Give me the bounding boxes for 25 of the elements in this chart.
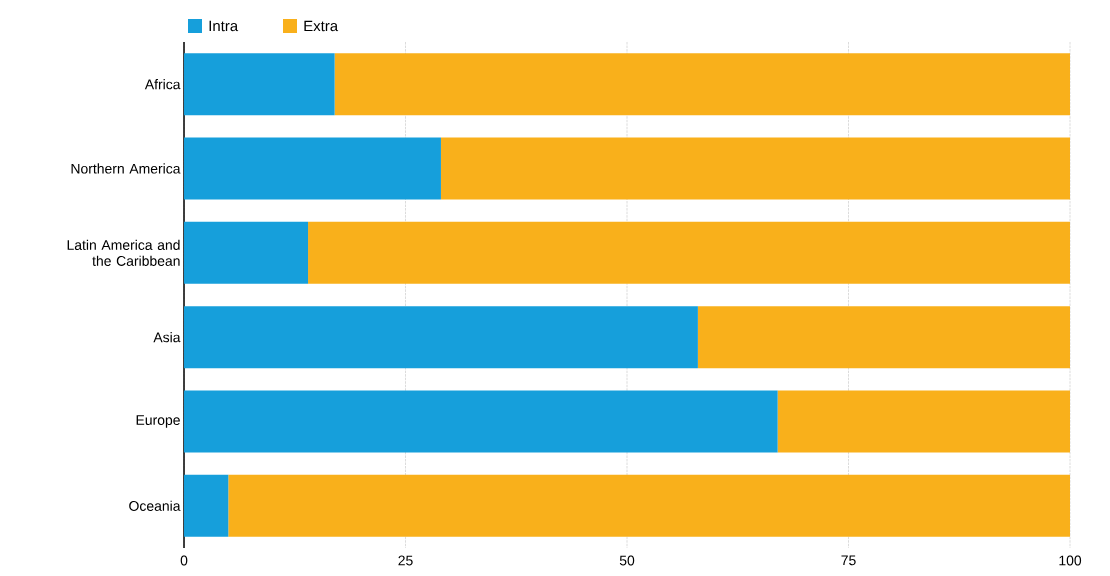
bar bbox=[184, 306, 698, 369]
bar bbox=[308, 221, 1071, 284]
y-tick-label: Europe bbox=[136, 415, 180, 428]
bar bbox=[228, 474, 1071, 537]
bar bbox=[440, 137, 1071, 200]
y-tick-label: Asia bbox=[153, 332, 181, 343]
legend-label: Intra bbox=[209, 20, 239, 32]
bar bbox=[334, 53, 1071, 116]
x-tick-label: 75 bbox=[841, 555, 856, 566]
x-tick-label: 50 bbox=[619, 555, 635, 566]
x-tick-label: 0 bbox=[180, 555, 188, 566]
y-tick-label: Latin America and the Caribbean bbox=[67, 239, 180, 266]
bar bbox=[777, 390, 1071, 453]
bar bbox=[184, 474, 229, 537]
bar bbox=[184, 221, 309, 284]
y-tick-label: Africa bbox=[144, 79, 181, 90]
x-tick-label: 25 bbox=[398, 555, 413, 566]
bar bbox=[184, 390, 778, 453]
y-tick-label: Oceania bbox=[129, 500, 181, 511]
bar bbox=[697, 306, 1071, 369]
bar bbox=[184, 137, 441, 200]
bar bbox=[184, 53, 335, 116]
legend-label: Extra bbox=[304, 20, 339, 32]
y-tick-label: Northern America bbox=[71, 163, 181, 174]
x-tick-label: 100 bbox=[1059, 555, 1082, 566]
